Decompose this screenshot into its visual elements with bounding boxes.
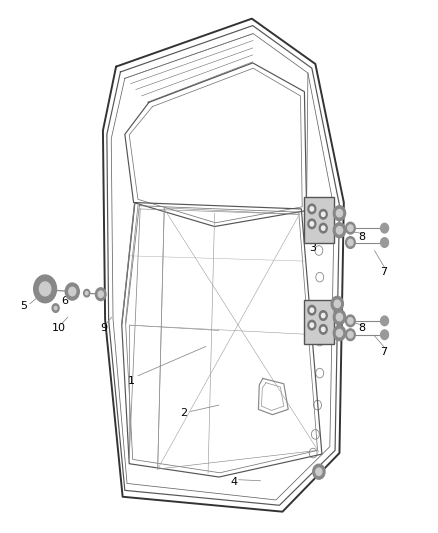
Circle shape bbox=[34, 275, 57, 303]
Text: 9: 9 bbox=[101, 323, 108, 333]
Text: 8: 8 bbox=[316, 465, 323, 475]
Circle shape bbox=[381, 238, 389, 247]
Circle shape bbox=[98, 291, 103, 297]
Circle shape bbox=[321, 327, 325, 332]
Circle shape bbox=[310, 207, 314, 211]
Circle shape bbox=[348, 332, 353, 338]
Circle shape bbox=[381, 330, 389, 340]
Circle shape bbox=[381, 223, 389, 233]
Circle shape bbox=[381, 316, 389, 326]
Circle shape bbox=[346, 222, 355, 234]
Circle shape bbox=[310, 323, 314, 327]
Circle shape bbox=[52, 304, 59, 312]
Circle shape bbox=[95, 288, 106, 301]
Circle shape bbox=[310, 308, 314, 312]
Circle shape bbox=[85, 292, 88, 295]
Text: 4: 4 bbox=[231, 478, 238, 487]
Circle shape bbox=[316, 468, 322, 475]
Circle shape bbox=[348, 239, 353, 246]
Text: 5: 5 bbox=[21, 302, 28, 311]
Text: 3: 3 bbox=[310, 243, 317, 253]
Circle shape bbox=[321, 212, 325, 216]
Circle shape bbox=[54, 306, 57, 310]
Circle shape bbox=[333, 206, 346, 221]
Circle shape bbox=[308, 219, 316, 229]
Text: 2: 2 bbox=[180, 408, 187, 418]
Circle shape bbox=[348, 225, 353, 231]
Circle shape bbox=[321, 226, 325, 230]
Circle shape bbox=[333, 223, 346, 238]
FancyBboxPatch shape bbox=[304, 300, 334, 344]
Circle shape bbox=[319, 311, 327, 320]
Circle shape bbox=[313, 464, 325, 479]
Circle shape bbox=[334, 300, 340, 308]
Circle shape bbox=[331, 296, 343, 311]
Circle shape bbox=[65, 283, 79, 300]
Circle shape bbox=[346, 329, 355, 341]
Circle shape bbox=[308, 204, 316, 214]
Circle shape bbox=[348, 318, 353, 324]
Text: 6: 6 bbox=[61, 296, 68, 306]
Circle shape bbox=[346, 315, 355, 327]
Circle shape bbox=[69, 287, 76, 296]
Circle shape bbox=[308, 305, 316, 315]
Circle shape bbox=[336, 209, 343, 217]
Circle shape bbox=[333, 326, 346, 341]
Text: 7: 7 bbox=[380, 267, 387, 277]
Text: 8: 8 bbox=[358, 323, 365, 333]
Circle shape bbox=[310, 222, 314, 226]
FancyBboxPatch shape bbox=[304, 197, 334, 243]
Circle shape bbox=[333, 310, 346, 325]
Circle shape bbox=[321, 313, 325, 318]
Circle shape bbox=[346, 237, 355, 248]
Text: 1: 1 bbox=[128, 376, 135, 386]
Circle shape bbox=[308, 320, 316, 330]
Circle shape bbox=[319, 209, 327, 219]
Circle shape bbox=[319, 325, 327, 334]
Circle shape bbox=[39, 282, 51, 296]
Circle shape bbox=[336, 313, 343, 321]
Circle shape bbox=[84, 289, 90, 297]
Text: 10: 10 bbox=[52, 323, 66, 333]
Text: 8: 8 bbox=[358, 232, 365, 242]
Circle shape bbox=[336, 329, 343, 337]
Text: 7: 7 bbox=[380, 347, 387, 357]
Circle shape bbox=[336, 227, 343, 234]
Circle shape bbox=[319, 223, 327, 233]
